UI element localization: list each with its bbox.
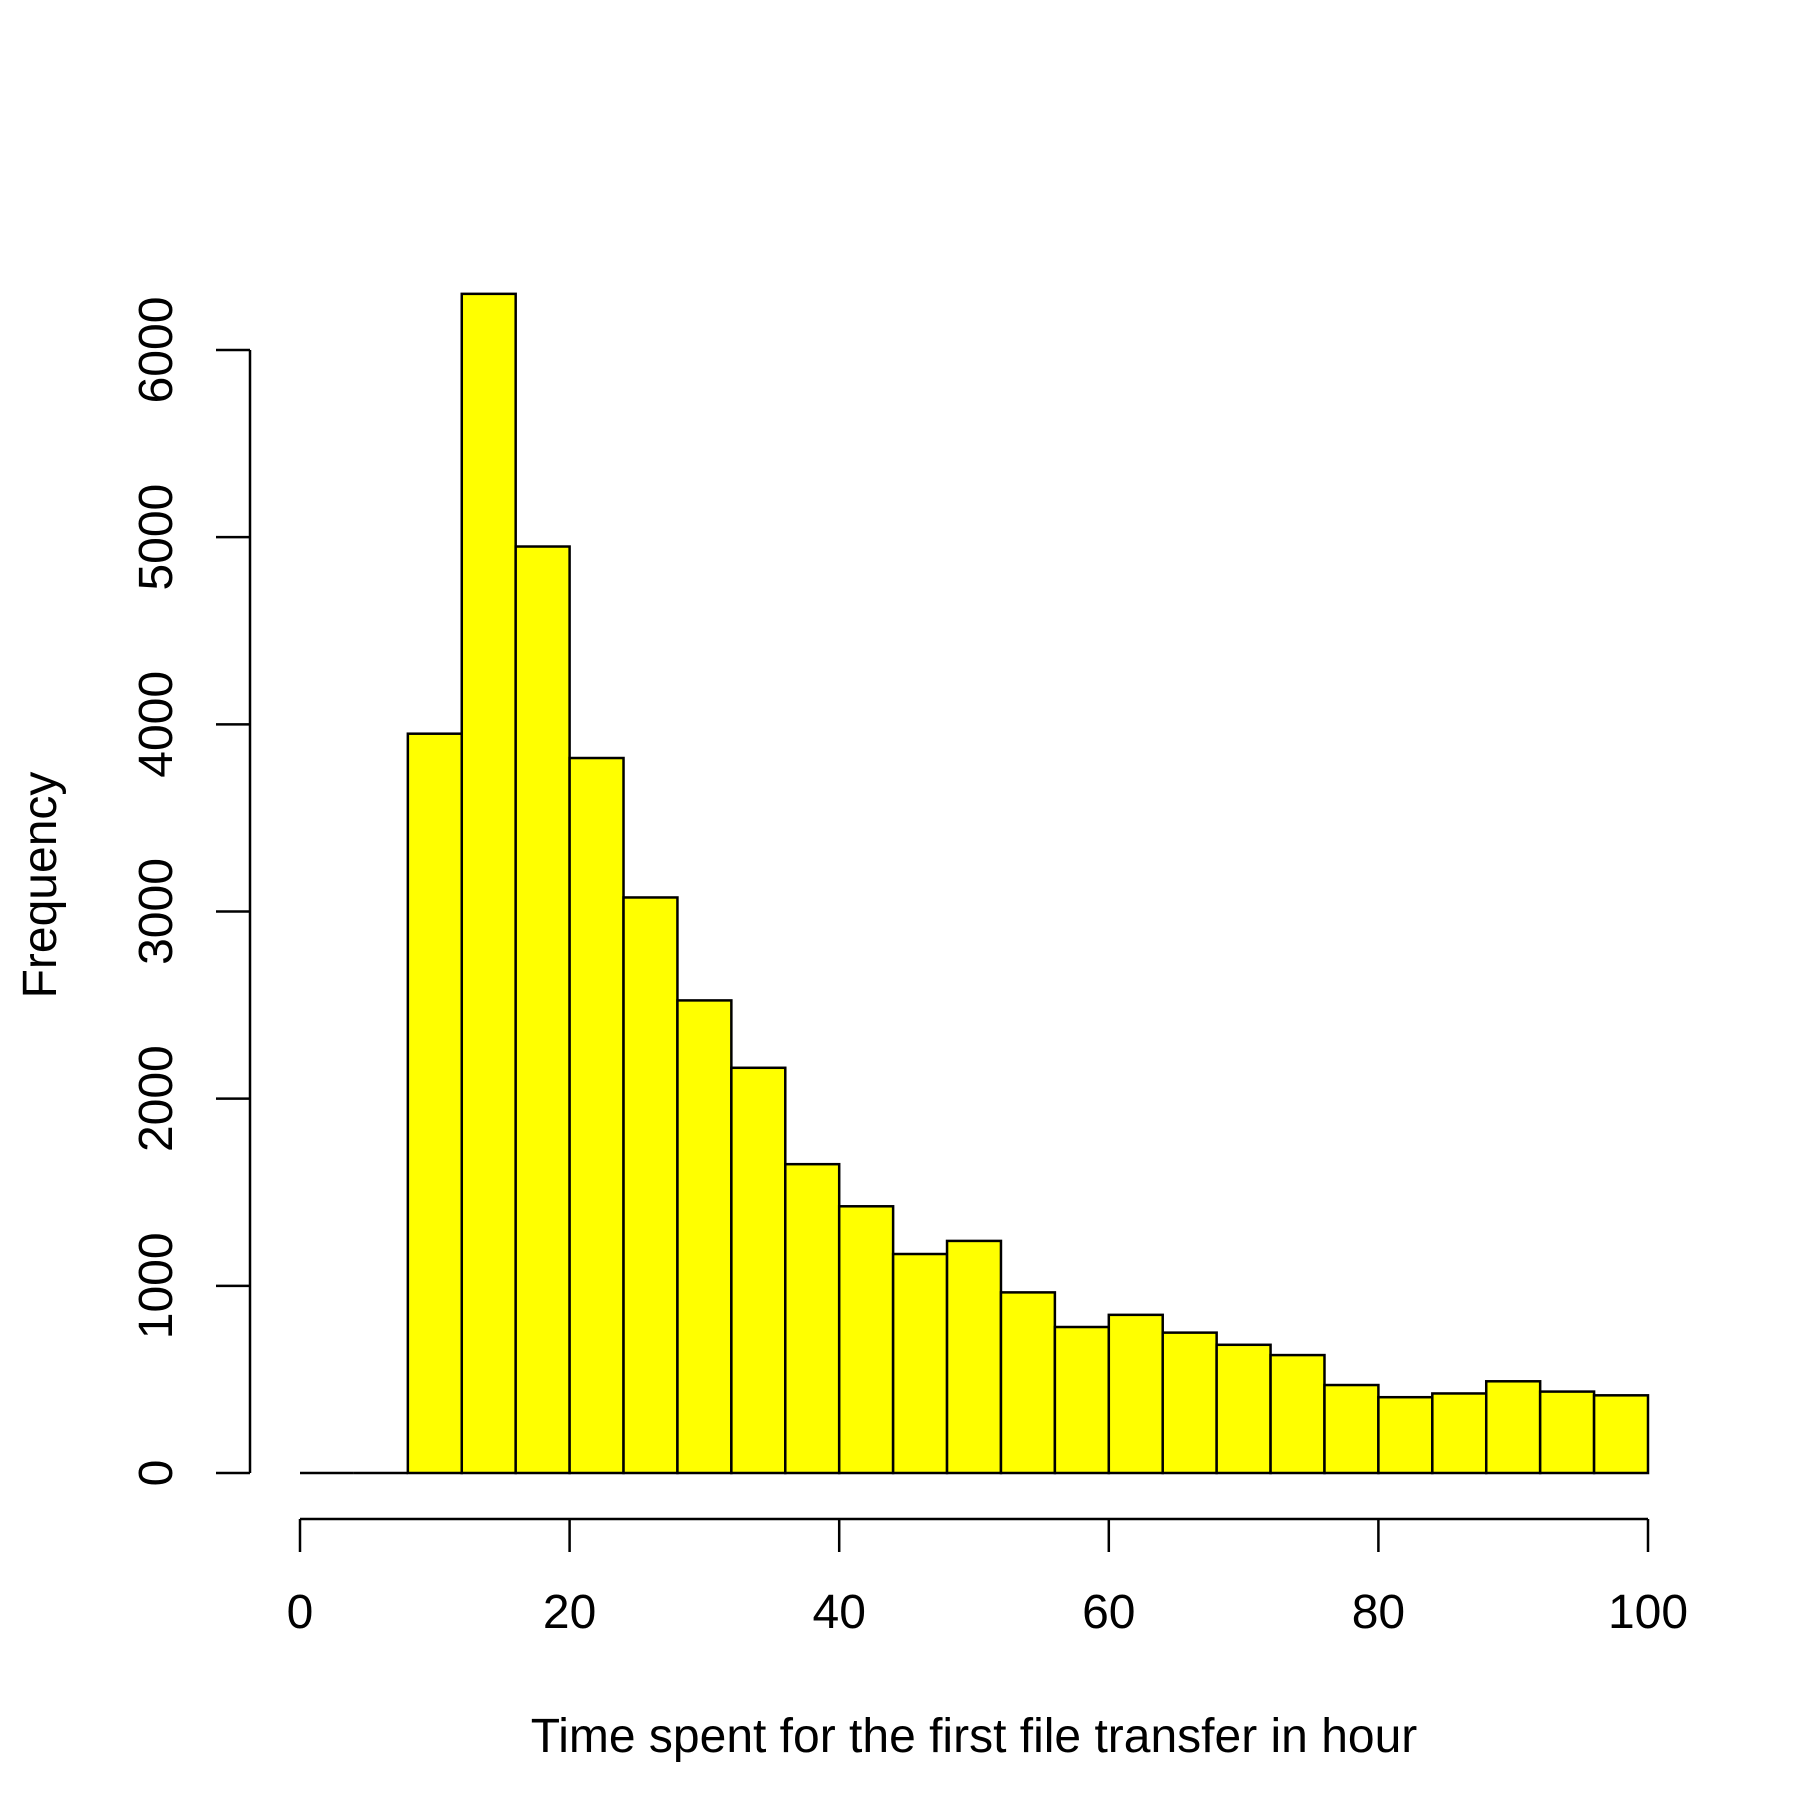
histogram-bar	[730, 1066, 787, 1475]
histogram-bar	[1323, 1383, 1380, 1475]
y-axis-title: Frequency	[14, 772, 67, 999]
histogram-bar	[1053, 1325, 1111, 1475]
x-tick-label: 60	[1082, 1586, 1135, 1639]
histogram-bar	[676, 999, 733, 1475]
histogram-bar	[999, 1291, 1057, 1475]
x-tick-label: 0	[287, 1586, 314, 1639]
y-tick-label: 6000	[130, 297, 183, 404]
histogram-bar	[945, 1239, 1003, 1475]
histogram-bar	[1107, 1313, 1164, 1475]
histogram-bar	[1377, 1395, 1434, 1475]
y-tick-label: 5000	[130, 484, 183, 591]
x-tick-label: 100	[1608, 1586, 1688, 1639]
histogram-bar	[460, 292, 517, 1475]
y-tick-label: 4000	[130, 671, 183, 778]
y-tick-label: 2000	[130, 1045, 183, 1152]
y-tick-label: 1000	[130, 1232, 183, 1339]
histogram-bar	[1161, 1331, 1218, 1475]
x-tick-label: 20	[543, 1586, 596, 1639]
x-tick-label: 80	[1352, 1586, 1405, 1639]
axes-layer: 0 1000 2000 3000 4000 5000 6000 0 20 40 60 80 100	[130, 297, 1688, 1639]
histogram-bar	[837, 1205, 895, 1475]
histogram-bar	[1269, 1353, 1326, 1475]
histogram-bar	[568, 756, 625, 1475]
histogram-bar	[1592, 1394, 1650, 1475]
histogram-bar	[406, 732, 464, 1475]
histogram-bar	[1538, 1390, 1596, 1475]
histogram-bar	[891, 1252, 949, 1475]
histogram-bar	[784, 1162, 841, 1475]
histogram-bar	[622, 896, 679, 1475]
x-axis-title: Time spent for the first file transfer i…	[531, 1710, 1418, 1763]
y-tick-label: 3000	[130, 858, 183, 965]
bars-layer	[300, 292, 1650, 1475]
histogram-bar	[1215, 1343, 1272, 1475]
histogram-bar	[1431, 1392, 1488, 1475]
x-tick-label: 40	[813, 1586, 866, 1639]
histogram-bar	[1484, 1380, 1542, 1475]
y-tick-label: 0	[130, 1460, 183, 1487]
histogram-bar	[514, 545, 571, 1475]
